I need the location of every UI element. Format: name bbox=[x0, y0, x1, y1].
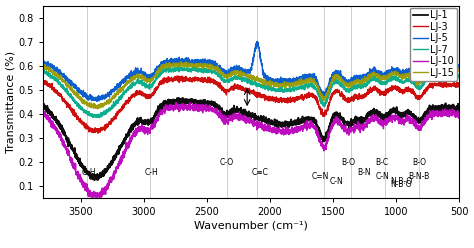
LJ-7 bbox=[50, 75, 55, 78]
LJ-7 bbox=[456, 76, 462, 79]
LJ-3 bbox=[50, 85, 55, 88]
LJ-1 bbox=[361, 119, 367, 122]
LJ-3 bbox=[69, 108, 74, 111]
LJ-1 bbox=[69, 146, 74, 149]
Text: C-O: C-O bbox=[220, 158, 234, 167]
LJ-3 bbox=[361, 96, 367, 99]
LJ-3 bbox=[456, 81, 462, 84]
Legend: LJ-1, LJ-3, LJ-5, LJ-7, LJ-10, LJ-15: LJ-1, LJ-3, LJ-5, LJ-7, LJ-10, LJ-15 bbox=[410, 7, 457, 81]
LJ-15 bbox=[211, 66, 217, 69]
LJ-3 bbox=[179, 75, 185, 78]
LJ-10 bbox=[90, 197, 96, 200]
LJ-15 bbox=[95, 107, 100, 110]
LJ-3 bbox=[78, 121, 84, 124]
LJ-5 bbox=[211, 65, 217, 68]
LJ-15 bbox=[456, 66, 462, 69]
LJ-7 bbox=[78, 106, 84, 109]
LJ-10 bbox=[361, 122, 367, 125]
Line: LJ-3: LJ-3 bbox=[43, 76, 459, 133]
LJ-15 bbox=[50, 70, 55, 73]
Text: N-B·O: N-B·O bbox=[390, 180, 412, 189]
LJ-10 bbox=[78, 177, 84, 180]
Text: C=N: C=N bbox=[312, 172, 329, 181]
LJ-5 bbox=[456, 63, 462, 66]
Text: B-O: B-O bbox=[412, 158, 426, 167]
Text: B-N: B-N bbox=[358, 168, 371, 177]
LJ-7 bbox=[211, 69, 217, 72]
LJ-7 bbox=[97, 116, 102, 119]
LJ-15 bbox=[179, 60, 184, 63]
Text: B-C: B-C bbox=[376, 158, 389, 167]
Text: O-H: O-H bbox=[82, 168, 97, 177]
Text: C-N: C-N bbox=[375, 172, 389, 181]
LJ-5 bbox=[94, 100, 100, 103]
LJ-10 bbox=[354, 127, 359, 130]
LJ-10 bbox=[50, 123, 55, 126]
Y-axis label: Transmittance (%): Transmittance (%) bbox=[6, 51, 16, 153]
X-axis label: Wavenumber (cm⁻¹): Wavenumber (cm⁻¹) bbox=[194, 220, 308, 230]
LJ-10 bbox=[40, 112, 46, 115]
LJ-7 bbox=[354, 86, 359, 89]
Text: C-N: C-N bbox=[330, 177, 344, 186]
LJ-3 bbox=[95, 132, 101, 135]
LJ-3 bbox=[211, 81, 217, 84]
Text: C-H: C-H bbox=[145, 168, 158, 177]
Line: LJ-15: LJ-15 bbox=[43, 62, 459, 109]
Text: C≡C: C≡C bbox=[251, 168, 268, 177]
LJ-1 bbox=[211, 104, 217, 107]
LJ-15 bbox=[78, 96, 84, 99]
LJ-1 bbox=[78, 163, 84, 166]
Line: LJ-1: LJ-1 bbox=[43, 98, 459, 180]
Line: LJ-5: LJ-5 bbox=[43, 42, 459, 101]
LJ-7 bbox=[69, 95, 74, 98]
LJ-5 bbox=[78, 89, 84, 92]
Text: B-N-B: B-N-B bbox=[408, 172, 429, 181]
LJ-10 bbox=[173, 101, 179, 104]
LJ-5 bbox=[361, 76, 367, 79]
LJ-3 bbox=[354, 94, 359, 97]
LJ-10 bbox=[69, 157, 74, 160]
LJ-15 bbox=[361, 81, 367, 84]
LJ-5 bbox=[354, 76, 359, 79]
LJ-1 bbox=[354, 117, 359, 120]
Line: LJ-7: LJ-7 bbox=[43, 66, 459, 118]
LJ-7 bbox=[361, 84, 367, 87]
LJ-5 bbox=[40, 63, 46, 66]
LJ-7 bbox=[184, 65, 190, 68]
LJ-1 bbox=[50, 117, 55, 120]
LJ-15 bbox=[40, 65, 46, 68]
LJ-1 bbox=[180, 96, 186, 99]
LJ-10 bbox=[456, 110, 462, 113]
LJ-1 bbox=[40, 100, 46, 103]
LJ-1 bbox=[91, 179, 97, 182]
LJ-7 bbox=[40, 69, 46, 72]
LJ-5 bbox=[50, 64, 55, 67]
Text: N-B-O: N-B-O bbox=[390, 177, 412, 186]
LJ-3 bbox=[40, 79, 46, 82]
LJ-15 bbox=[354, 80, 359, 83]
LJ-1 bbox=[456, 106, 462, 109]
LJ-15 bbox=[69, 89, 74, 92]
Text: B-O: B-O bbox=[341, 158, 355, 167]
LJ-10 bbox=[211, 109, 217, 112]
LJ-5 bbox=[69, 83, 74, 86]
LJ-5 bbox=[254, 40, 260, 43]
Line: LJ-10: LJ-10 bbox=[43, 102, 459, 199]
